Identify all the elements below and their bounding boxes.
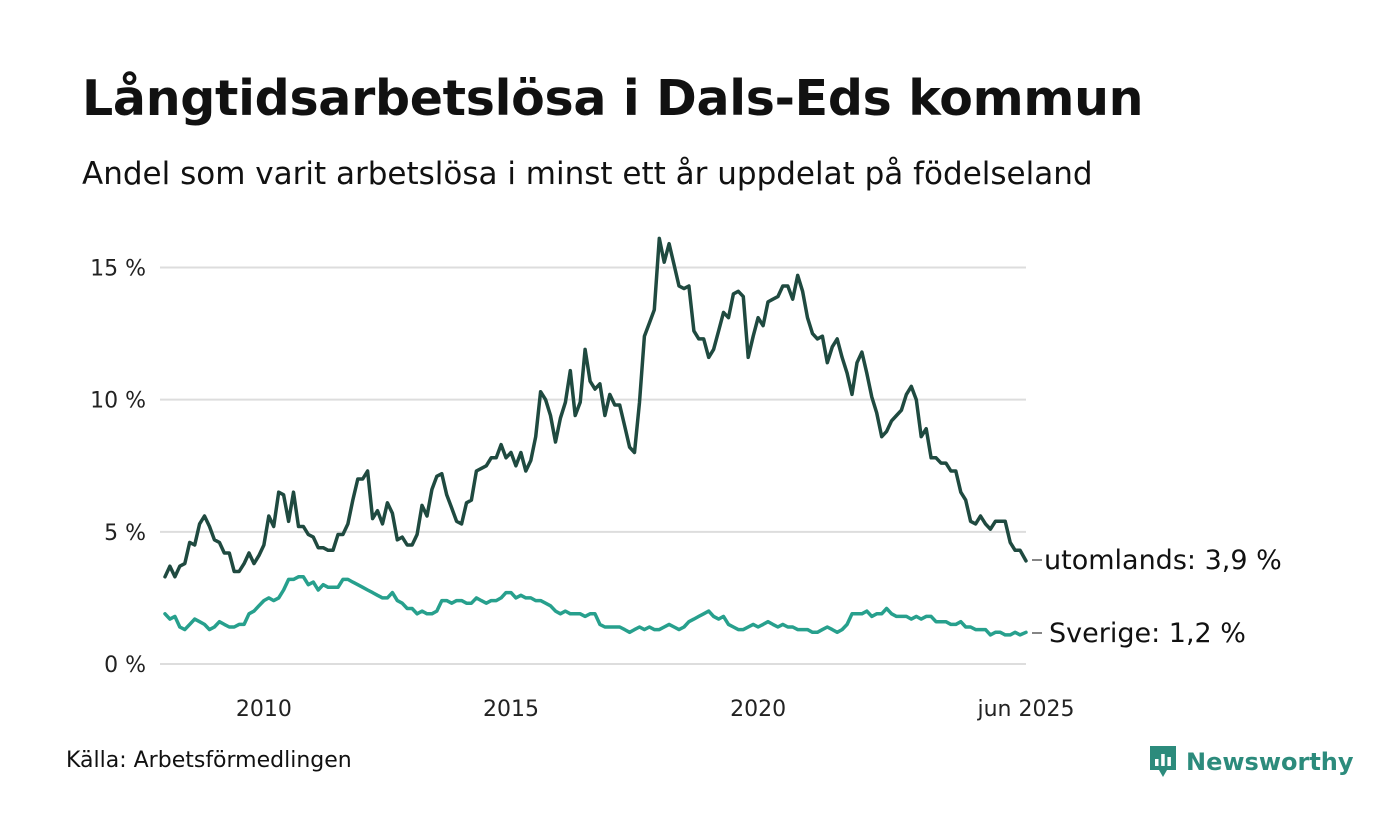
y-tick-label: 15 % (90, 257, 146, 282)
y-tick-label: 0 % (104, 653, 146, 678)
y-tick-label: 10 % (90, 389, 146, 414)
series-end-labels: utomlands: 3,9 % Sverige: 1,2 % (1032, 545, 1282, 649)
x-tick-label: 2020 (730, 697, 786, 722)
brand-logo[interactable]: Newsworthy (1148, 744, 1354, 780)
series-line-sverige (163, 575, 1028, 637)
x-tick-label: jun 2025 (977, 697, 1075, 722)
y-tick-label: 5 % (104, 521, 146, 546)
newsworthy-logo-icon (1150, 746, 1176, 777)
series-end-label-utomlands: utomlands: 3,9 % (1044, 545, 1282, 576)
series-end-label-sverige: Sverige: 1,2 % (1049, 618, 1246, 649)
series-lines (163, 236, 1028, 637)
x-tick-label: 2015 (483, 697, 539, 722)
chart-title: Långtidsarbetslösa i Dals-Eds kommun (82, 70, 1144, 127)
x-axis-ticks: 2010 2015 2020 jun 2025 (236, 697, 1075, 722)
x-tick-label: 2010 (236, 697, 292, 722)
chart-subtitle: Andel som varit arbetslösa i minst ett å… (82, 156, 1093, 192)
y-axis-ticks: 0 % 5 % 10 % 15 % (90, 257, 146, 679)
brand-name: Newsworthy (1186, 748, 1354, 776)
series-line-utomlands (163, 236, 1028, 579)
grid-lines (160, 266, 1026, 665)
source-note: Källa: Arbetsförmedlingen (66, 748, 352, 773)
